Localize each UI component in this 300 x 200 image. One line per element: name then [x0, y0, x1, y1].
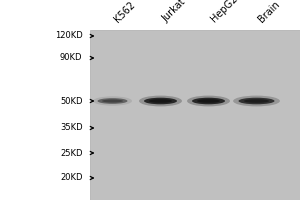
- Text: Jurkat: Jurkat: [160, 0, 188, 24]
- Text: HepG2: HepG2: [208, 0, 239, 24]
- Text: 90KD: 90KD: [60, 53, 82, 62]
- Ellipse shape: [102, 99, 123, 103]
- Text: Brain: Brain: [256, 0, 282, 24]
- Ellipse shape: [144, 98, 177, 104]
- Bar: [90, 30, 300, 200]
- Ellipse shape: [139, 96, 182, 106]
- Ellipse shape: [192, 98, 225, 104]
- Ellipse shape: [233, 96, 280, 106]
- Text: 50KD: 50KD: [60, 97, 82, 106]
- Ellipse shape: [244, 99, 269, 103]
- Text: 120KD: 120KD: [55, 31, 83, 40]
- Text: 25KD: 25KD: [60, 148, 82, 158]
- Ellipse shape: [197, 99, 220, 103]
- Ellipse shape: [98, 98, 128, 104]
- Ellipse shape: [238, 98, 274, 104]
- Text: 20KD: 20KD: [60, 173, 82, 182]
- Ellipse shape: [93, 96, 132, 106]
- Ellipse shape: [187, 96, 230, 106]
- Ellipse shape: [149, 99, 172, 103]
- Text: K562: K562: [112, 0, 137, 24]
- Text: 35KD: 35KD: [60, 123, 82, 132]
